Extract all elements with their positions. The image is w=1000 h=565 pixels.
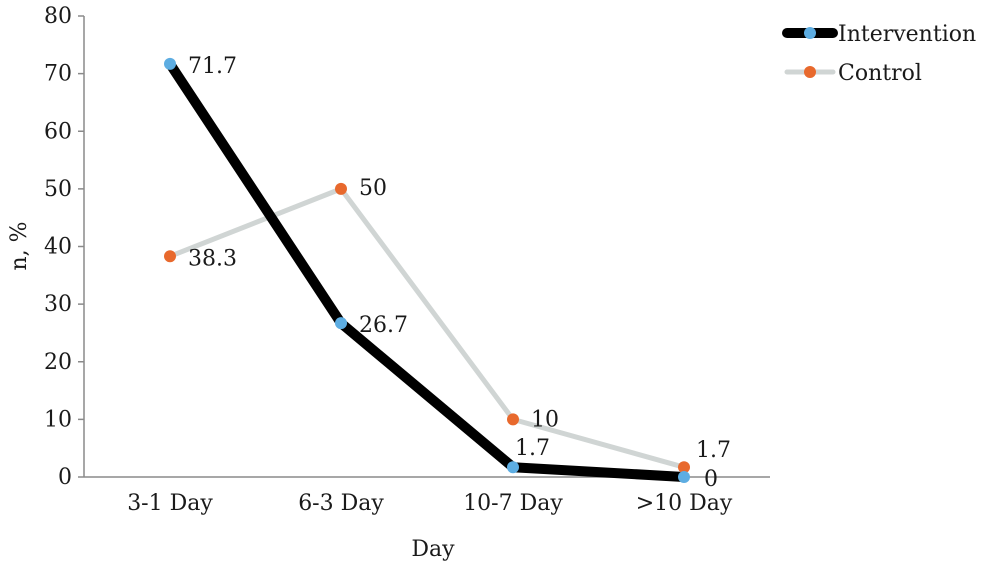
y-tick-label: 40 bbox=[44, 235, 72, 260]
y-tick-label: 0 bbox=[58, 465, 72, 490]
y-tick-label: 60 bbox=[44, 119, 72, 144]
legend: Intervention Control bbox=[782, 22, 976, 86]
data-point-intervention bbox=[164, 57, 176, 70]
y-tick-label: 70 bbox=[44, 62, 72, 87]
x-tick-label: 10-7 Day bbox=[463, 491, 563, 516]
legend-label-control: Control bbox=[838, 61, 922, 86]
data-label-control: 1.7 bbox=[696, 438, 731, 463]
legend-marker-intervention bbox=[804, 27, 816, 39]
data-label-intervention: 1.7 bbox=[515, 436, 550, 461]
x-tick-label: 3-1 Day bbox=[127, 491, 213, 516]
y-tick-label: 10 bbox=[44, 407, 72, 432]
data-point-control bbox=[507, 413, 519, 426]
y-axis-title: n, % bbox=[7, 221, 32, 270]
y-axis-ticks: 0 10 20 30 40 50 60 70 80 bbox=[44, 4, 84, 490]
data-point-intervention bbox=[507, 461, 519, 474]
series-line-intervention bbox=[165, 58, 689, 482]
data-label-control: 10 bbox=[531, 407, 559, 432]
data-point-control bbox=[335, 182, 347, 195]
data-point-control bbox=[678, 461, 690, 474]
data-point-intervention bbox=[678, 471, 690, 483]
data-label-intervention: 26.7 bbox=[359, 313, 408, 338]
x-axis-title: Day bbox=[411, 537, 455, 562]
data-label-intervention: 71.7 bbox=[188, 54, 237, 79]
data-label-control: 38.3 bbox=[188, 246, 237, 271]
data-labels: 71.7 26.7 1.7 0 38.3 50 10 1.7 bbox=[188, 54, 731, 492]
y-tick-label: 20 bbox=[44, 350, 72, 375]
x-tick-label: 6-3 Day bbox=[298, 491, 384, 516]
series-layer bbox=[164, 57, 690, 483]
x-axis-ticks: 3-1 Day 6-3 Day 10-7 Day >10 Day bbox=[127, 491, 733, 516]
y-tick-label: 80 bbox=[44, 4, 72, 29]
y-tick-label: 50 bbox=[44, 177, 72, 202]
series-line-control bbox=[167, 186, 687, 470]
legend-marker-control bbox=[804, 66, 816, 78]
data-label-control: 50 bbox=[359, 176, 387, 201]
y-tick-label: 30 bbox=[44, 292, 72, 317]
data-label-intervention: 0 bbox=[704, 467, 718, 492]
data-point-intervention bbox=[335, 317, 347, 330]
legend-label-intervention: Intervention bbox=[838, 22, 976, 47]
x-tick-label: >10 Day bbox=[636, 491, 733, 516]
data-point-control bbox=[164, 250, 176, 263]
